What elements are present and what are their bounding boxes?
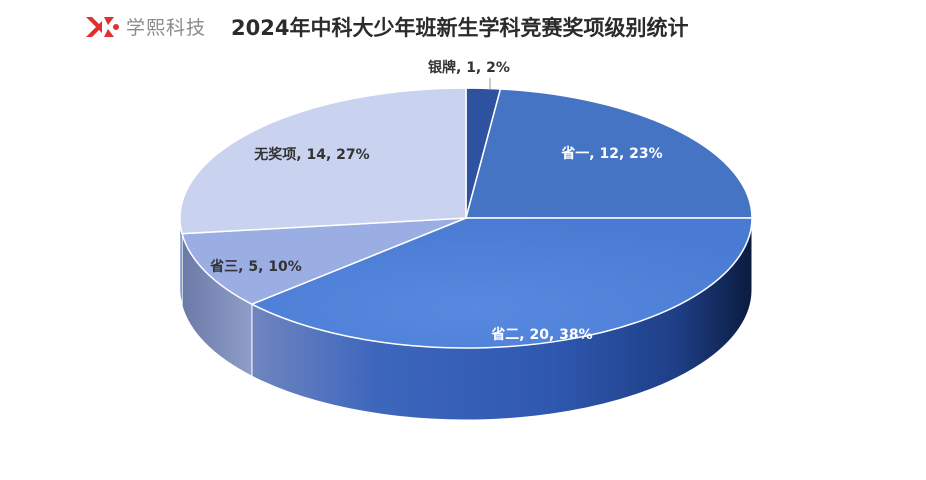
pie-slice-4 (179, 87, 467, 235)
pie-slice-2 (250, 217, 753, 349)
slice-label-4: 无奖项, 14, 27% (253, 146, 369, 163)
pie-slice-1 (465, 88, 753, 219)
pie-labels: 银牌, 1, 2% 省一, 12, 23% 省二, 20, 38% 省三, 5, 10… (209, 59, 663, 343)
slice-label-2: 省二, 20, 38% (490, 326, 592, 343)
pie-slices (179, 87, 753, 349)
slice-label-3: 省三, 5, 10% (209, 258, 302, 275)
brand-logo: 学熙科技 (84, 9, 224, 45)
slice-label-1: 省一, 12, 23% (560, 145, 662, 162)
xk-logo-icon (86, 17, 119, 37)
pie-slice-3 (181, 217, 467, 306)
slice-label-0: 银牌, 1, 2% (428, 59, 510, 76)
chart-title: 2024年中科大少年班新生学科竞赛奖项级别统计 (231, 16, 689, 40)
brand-name: 学熙科技 (126, 17, 207, 39)
